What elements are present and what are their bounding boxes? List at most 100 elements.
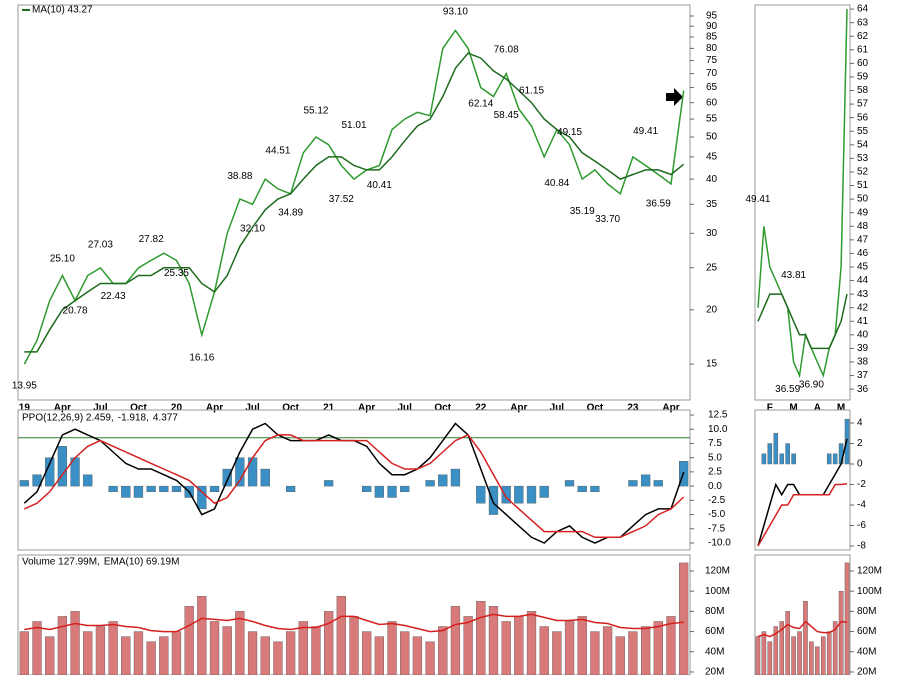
x-tick-label: Apr xyxy=(662,403,679,414)
bar xyxy=(400,631,410,675)
y-tick-label: -8 xyxy=(857,541,866,552)
bar xyxy=(767,641,773,675)
bar xyxy=(552,631,562,675)
y-tick-label: 44 xyxy=(857,275,869,286)
bar xyxy=(797,631,802,675)
bar xyxy=(70,611,80,675)
y-tick-label: 61 xyxy=(857,44,869,55)
bar xyxy=(222,626,232,675)
legend-entry: Volume 127.99M, xyxy=(22,557,100,568)
bar xyxy=(209,621,220,675)
y-tick-label: 100M xyxy=(857,586,882,597)
y-tick-label: 45 xyxy=(706,152,718,163)
y-tick-label: 20M xyxy=(857,667,876,675)
x-tick-label: M xyxy=(837,403,845,414)
bar xyxy=(539,626,549,675)
bar xyxy=(755,636,761,675)
bar xyxy=(628,480,638,487)
y-tick-label: 38 xyxy=(857,357,869,368)
y-tick-label: 57 xyxy=(857,99,869,110)
bar xyxy=(247,631,258,675)
bar xyxy=(57,446,68,487)
y-tick-label: 0.0 xyxy=(708,481,722,492)
bar xyxy=(121,485,131,498)
price-label: 37.52 xyxy=(329,194,354,205)
y-tick-label: 55 xyxy=(706,114,718,125)
x-tick-label: Jul xyxy=(245,403,260,414)
bar xyxy=(791,636,796,675)
bar xyxy=(785,611,790,675)
price-label: 27.03 xyxy=(88,240,113,251)
price-label: 25.10 xyxy=(50,254,75,265)
price-label: 76.08 xyxy=(494,45,519,56)
y-tick-label: 39 xyxy=(857,343,869,354)
bar xyxy=(803,601,808,675)
price-label: 40.41 xyxy=(367,180,392,191)
y-tick-label: 20 xyxy=(706,304,718,315)
y-tick-label: 35 xyxy=(706,199,718,210)
y-tick-label: 52 xyxy=(857,167,869,178)
bar xyxy=(387,485,397,498)
bar xyxy=(260,468,270,487)
bar xyxy=(564,621,575,675)
bar xyxy=(564,480,575,487)
legend-entry: PPO(12,26,9) 2.459, xyxy=(22,413,114,424)
y-tick-label: 51 xyxy=(857,180,869,191)
price-label: 34.89 xyxy=(278,208,303,219)
bar xyxy=(83,474,93,487)
x-tick-label: Apr xyxy=(510,403,527,414)
x-tick-label: Oct xyxy=(434,403,451,414)
bar xyxy=(826,453,832,465)
bar xyxy=(779,621,784,675)
price-label: 32.10 xyxy=(240,223,265,234)
legend-entry: MA(10) 43.27 xyxy=(32,5,93,16)
y-tick-label: 90 xyxy=(706,21,718,32)
x-tick-label: Apr xyxy=(54,403,71,414)
bar xyxy=(133,485,144,498)
x-tick-label: Jul xyxy=(397,403,412,414)
price-label: 33.70 xyxy=(595,214,620,225)
y-tick-label: 10.0 xyxy=(708,424,728,435)
bar xyxy=(832,621,838,675)
bar xyxy=(222,468,232,487)
bar xyxy=(438,474,448,487)
bar xyxy=(19,631,29,675)
bar xyxy=(615,636,625,675)
y-tick-label: -2 xyxy=(857,479,866,490)
bar xyxy=(602,626,613,675)
price-label: 58.45 xyxy=(494,110,519,121)
bar xyxy=(273,641,283,675)
y-tick-label: 40 xyxy=(706,174,718,185)
bar xyxy=(324,611,334,675)
y-tick-label: 85 xyxy=(706,32,718,43)
bar xyxy=(260,636,270,675)
bar xyxy=(514,485,524,504)
x-tick-label: Oct xyxy=(130,403,147,414)
bar xyxy=(476,601,486,675)
y-tick-label: 36 xyxy=(857,384,869,395)
y-tick-label: 25 xyxy=(706,262,718,273)
panel-frame xyxy=(17,4,691,401)
x-tick-label: Oct xyxy=(282,403,299,414)
y-tick-label: 37 xyxy=(857,370,869,381)
bar xyxy=(83,631,93,675)
y-tick-label: 20M xyxy=(705,667,724,675)
y-tick-label: 48 xyxy=(857,221,869,232)
bar xyxy=(184,606,194,675)
y-tick-label: -5.0 xyxy=(708,509,726,520)
price-label: 51.01 xyxy=(341,120,366,131)
y-tick-label: 50 xyxy=(857,194,869,205)
bar xyxy=(821,636,826,675)
price-label: 49.15 xyxy=(557,127,582,138)
price-label: 93.10 xyxy=(443,6,468,17)
y-tick-label: 30 xyxy=(706,228,718,239)
y-tick-label: 5.0 xyxy=(708,452,722,463)
price-label: 43.81 xyxy=(781,270,806,281)
y-tick-label: 70 xyxy=(706,68,718,79)
bar xyxy=(146,641,156,675)
price-label: 36.59 xyxy=(646,199,671,210)
y-tick-label: 54 xyxy=(857,139,869,150)
y-tick-label: -6 xyxy=(857,520,866,531)
arrow-marker xyxy=(666,88,683,106)
